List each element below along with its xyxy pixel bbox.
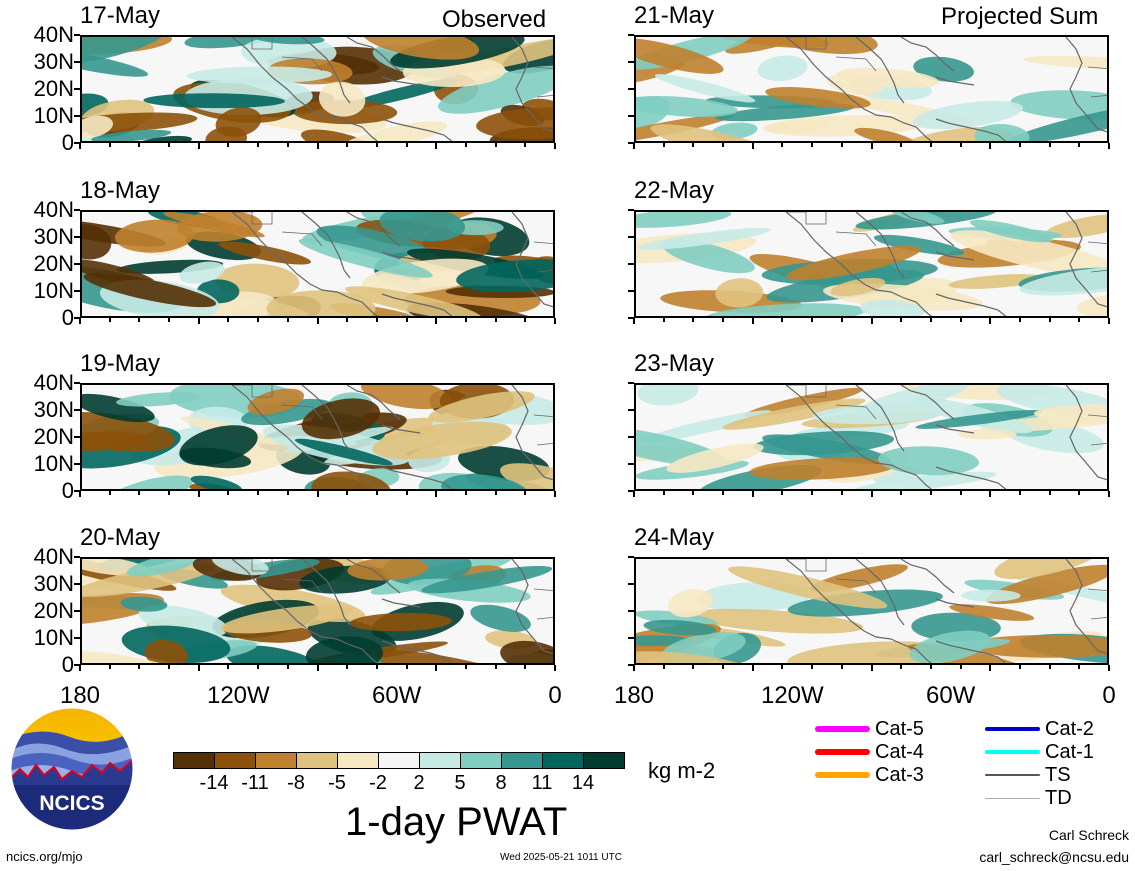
y-tick-label-left-4-3: 10N	[33, 625, 74, 650]
panel-date-left-1: 17-May	[80, 2, 161, 29]
legend-line-td	[985, 797, 1040, 799]
y-tick-label-left-4-0: 40N	[33, 544, 74, 569]
y-tick-label-left-4-1: 30N	[33, 571, 74, 596]
colorbar-units: kg m-2	[648, 758, 716, 783]
y-tick-label-left-1-3: 10N	[33, 103, 74, 128]
colorbar-label-2: -8	[287, 772, 305, 794]
footer-author: Carl Schreck	[1048, 827, 1129, 843]
legend-line-cat-3	[815, 772, 870, 778]
legend-item-cat-1: Cat-1	[985, 741, 1125, 763]
pwat-map-right-2	[634, 210, 1109, 318]
colorbar-swatch-6	[419, 752, 461, 769]
y-tick-label-left-1-1: 30N	[33, 49, 74, 74]
legend-line-cat-1	[985, 750, 1040, 754]
footer-timestamp: Wed 2025-05-21 1011 UTC	[500, 852, 622, 863]
panel-date-right-3: 23-May	[634, 350, 715, 377]
ncics-logo: NCICS	[10, 707, 134, 831]
x-tick-label-right-1: 120W	[760, 682, 824, 709]
colorbar-swatch-8	[501, 752, 543, 769]
y-tick-label-left-3-4: 0	[61, 478, 74, 503]
colorbar-label-3: -5	[328, 772, 346, 794]
colorbar-title: 1-day PWAT	[345, 800, 568, 844]
x-tick-label-left-2: 60W	[371, 682, 422, 709]
legend-line-cat-2	[985, 727, 1040, 731]
y-tick-label-left-2-3: 10N	[33, 278, 74, 303]
legend-line-cat-5	[815, 726, 870, 732]
panel-date-right-1: 21-May	[634, 2, 715, 29]
x-tick-label-left-3: 0	[548, 682, 562, 709]
x-tick-label-right-0: 180	[613, 682, 655, 709]
colorbar-label-4: -2	[369, 772, 387, 794]
x-tick-label-left-0: 180	[59, 682, 101, 709]
x-tick-label-right-2: 60W	[925, 682, 976, 709]
colorbar-swatch-2	[255, 752, 297, 769]
observed-column-title: Observed	[442, 6, 547, 33]
footer-email: carl_schreck@ncsu.edu	[979, 849, 1129, 865]
x-tick-label-right-3: 0	[1102, 682, 1116, 709]
y-tick-label-left-3-3: 10N	[33, 451, 74, 476]
legend-line-ts	[985, 774, 1040, 776]
logo-text: NCICS	[39, 792, 104, 815]
colorbar-label-9: 14	[571, 772, 595, 794]
colorbar-label-1: -11	[241, 772, 269, 794]
y-tick-label-left-2-0: 40N	[33, 197, 74, 222]
y-tick-label-left-1-2: 20N	[33, 76, 74, 101]
colorbar-swatch-7	[460, 752, 502, 769]
projected-column-title: Projected Sum	[941, 3, 1099, 30]
legend-item-cat-5: Cat-5	[815, 718, 955, 740]
legend-item-cat-4: Cat-4	[815, 741, 955, 763]
colorbar-label-6: 5	[454, 772, 466, 794]
panel-date-left-2: 18-May	[80, 177, 161, 204]
footer-url: ncics.org/mjo	[6, 849, 83, 864]
colorbar-swatch-10	[583, 752, 625, 769]
colorbar-label-8: 11	[531, 772, 553, 794]
y-tick-label-left-1-4: 0	[61, 130, 74, 155]
y-tick-label-left-2-4: 0	[61, 305, 74, 330]
legend-item-ts: TS	[985, 764, 1125, 786]
y-tick-label-left-2-2: 20N	[33, 251, 74, 276]
y-tick-label-left-4-4: 0	[61, 652, 74, 677]
panel-date-left-4: 20-May	[80, 524, 161, 551]
y-tick-label-left-2-1: 30N	[33, 224, 74, 249]
panel-date-left-3: 19-May	[80, 350, 161, 377]
y-tick-label-left-3-0: 40N	[33, 370, 74, 395]
panel-date-right-2: 22-May	[634, 177, 715, 204]
pwat-map-right-4	[634, 557, 1109, 665]
legend-item-td: TD	[985, 787, 1125, 809]
colorbar-swatch-3	[296, 752, 338, 769]
colorbar-swatch-4	[337, 752, 379, 769]
colorbar-label-7: 8	[495, 772, 507, 794]
y-tick-label-left-4-2: 20N	[33, 598, 74, 623]
y-tick-label-left-3-2: 20N	[33, 424, 74, 449]
colorbar-swatch-1	[214, 752, 256, 769]
pwat-map-left-1	[80, 35, 555, 143]
y-tick-label-left-1-0: 40N	[33, 22, 74, 47]
legend-label-td: TD	[1045, 787, 1072, 809]
legend-label-ts: TS	[1045, 764, 1071, 786]
y-tick-label-left-3-1: 30N	[33, 397, 74, 422]
legend-label-cat-4: Cat-4	[875, 741, 924, 763]
pwat-map-left-3	[80, 383, 555, 491]
x-tick-label-left-1: 120W	[206, 682, 270, 709]
legend-item-cat-2: Cat-2	[985, 718, 1125, 740]
legend-item-cat-3: Cat-3	[815, 764, 955, 786]
panel-date-right-4: 24-May	[634, 524, 715, 551]
legend-line-cat-4	[815, 749, 870, 755]
legend-label-cat-5: Cat-5	[875, 718, 924, 740]
legend-label-cat-2: Cat-2	[1045, 718, 1094, 740]
colorbar-swatch-9	[542, 752, 584, 769]
pwat-map-left-2	[80, 210, 555, 318]
colorbar-label-5: 2	[413, 772, 425, 794]
colorbar-label-0: -14	[199, 772, 229, 794]
colorbar-swatch-5	[378, 752, 420, 769]
legend-label-cat-3: Cat-3	[875, 764, 924, 786]
pwat-map-right-3	[634, 383, 1109, 491]
pwat-map-right-1	[634, 35, 1109, 143]
colorbar-swatch-0	[173, 752, 215, 769]
legend-label-cat-1: Cat-1	[1045, 741, 1094, 763]
pwat-map-left-4	[80, 557, 555, 665]
